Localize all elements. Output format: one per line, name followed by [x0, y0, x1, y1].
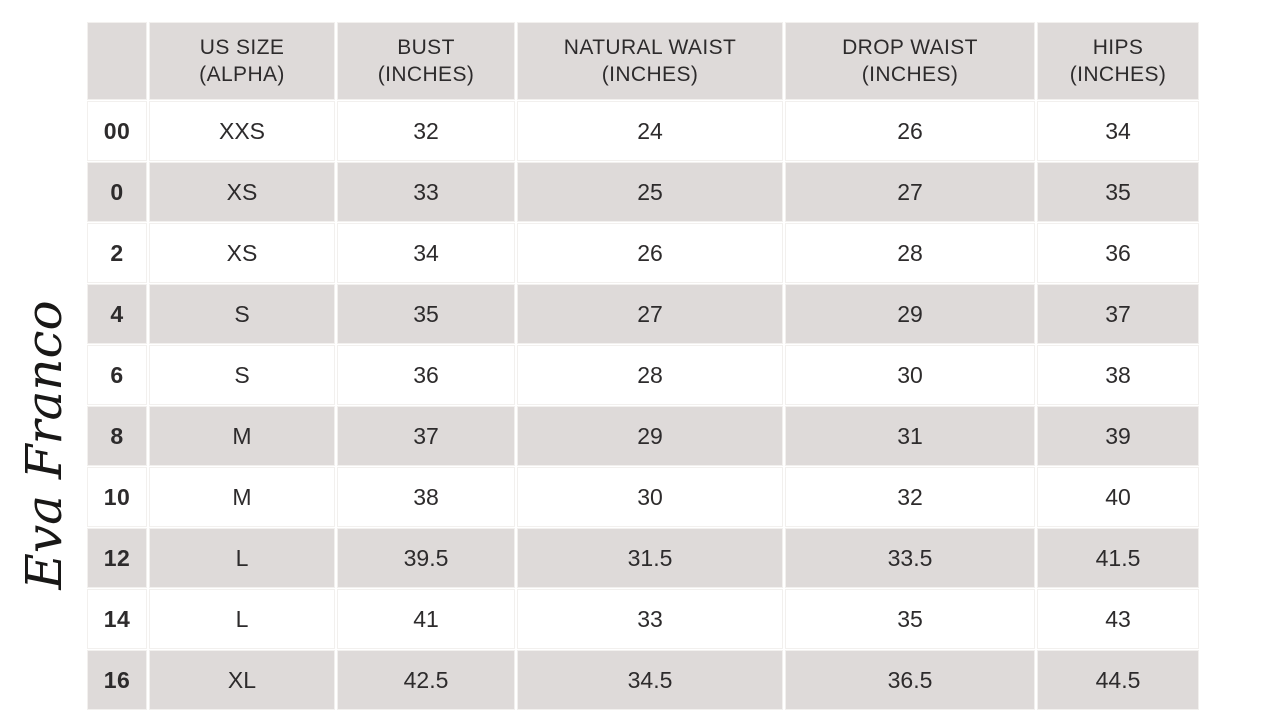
- table-cell: 32: [786, 468, 1034, 526]
- table-cell: 41.5: [1038, 529, 1198, 587]
- table-cell: 33: [338, 163, 514, 221]
- table-cell: 30: [518, 468, 782, 526]
- table-cell: 28: [518, 346, 782, 404]
- row-size-label: 10: [88, 468, 146, 526]
- table-cell: 32: [338, 102, 514, 160]
- row-size-label: 6: [88, 346, 146, 404]
- header-cell-alpha-size: US SIZE (ALPHA): [150, 23, 334, 99]
- table-row: 00 XXS 32 24 26 34: [88, 102, 1198, 160]
- table-cell: 26: [518, 224, 782, 282]
- table-cell: 40: [1038, 468, 1198, 526]
- table-cell: 24: [518, 102, 782, 160]
- table-cell: 35: [338, 285, 514, 343]
- table-cell: 27: [518, 285, 782, 343]
- table-cell: L: [150, 590, 334, 648]
- header-cell-numeric-size: [88, 23, 146, 99]
- table-cell: 29: [786, 285, 1034, 343]
- table-row: 16 XL 42.5 34.5 36.5 44.5: [88, 651, 1198, 709]
- table-cell: 34.5: [518, 651, 782, 709]
- table-cell: 41: [338, 590, 514, 648]
- table-cell: S: [150, 346, 334, 404]
- table-cell: 25: [518, 163, 782, 221]
- table-row: 4 S 35 27 29 37: [88, 285, 1198, 343]
- size-table-body: 00 XXS 32 24 26 34 0 XS 33 25 27 35 2 XS 34 26 28 36 4 S 35 2…: [88, 102, 1198, 709]
- brand-logo: Eva Franco: [15, 300, 73, 590]
- table-cell: 33: [518, 590, 782, 648]
- table-row: 0 XS 33 25 27 35: [88, 163, 1198, 221]
- row-size-label: 2: [88, 224, 146, 282]
- table-cell: 31: [786, 407, 1034, 465]
- table-row: 10 M 38 30 32 40: [88, 468, 1198, 526]
- table-cell: 34: [338, 224, 514, 282]
- header-cell-drop-waist: DROP WAIST (INCHES): [786, 23, 1034, 99]
- table-cell: M: [150, 407, 334, 465]
- table-cell: 30: [786, 346, 1034, 404]
- table-header: US SIZE (ALPHA) BUST (INCHES) NATURAL WA…: [88, 23, 1198, 99]
- table-cell: 39: [1038, 407, 1198, 465]
- table-cell: 35: [786, 590, 1034, 648]
- table-cell: 26: [786, 102, 1034, 160]
- row-size-label: 8: [88, 407, 146, 465]
- table-cell: 28: [786, 224, 1034, 282]
- row-size-label: 14: [88, 590, 146, 648]
- table-cell: 36: [338, 346, 514, 404]
- size-chart-table: US SIZE (ALPHA) BUST (INCHES) NATURAL WA…: [84, 20, 1202, 712]
- table-cell: XS: [150, 224, 334, 282]
- table-cell: 44.5: [1038, 651, 1198, 709]
- table-cell: 38: [1038, 346, 1198, 404]
- table-row: 2 XS 34 26 28 36: [88, 224, 1198, 282]
- table-cell: L: [150, 529, 334, 587]
- table-cell: XL: [150, 651, 334, 709]
- table-cell: XS: [150, 163, 334, 221]
- table-row: 8 M 37 29 31 39: [88, 407, 1198, 465]
- table-cell: XXS: [150, 102, 334, 160]
- table-cell: 42.5: [338, 651, 514, 709]
- table-cell: 36: [1038, 224, 1198, 282]
- table-cell: 33.5: [786, 529, 1034, 587]
- table-cell: 39.5: [338, 529, 514, 587]
- table-cell: 31.5: [518, 529, 782, 587]
- table-cell: 35: [1038, 163, 1198, 221]
- table-cell: S: [150, 285, 334, 343]
- table-row: 14 L 41 33 35 43: [88, 590, 1198, 648]
- header-cell-natural-waist: NATURAL WAIST (INCHES): [518, 23, 782, 99]
- table-cell: M: [150, 468, 334, 526]
- table-cell: 36.5: [786, 651, 1034, 709]
- row-size-label: 4: [88, 285, 146, 343]
- table-cell: 34: [1038, 102, 1198, 160]
- row-size-label: 12: [88, 529, 146, 587]
- table-row: 12 L 39.5 31.5 33.5 41.5: [88, 529, 1198, 587]
- table-cell: 37: [338, 407, 514, 465]
- header-cell-hips: HIPS (INCHES): [1038, 23, 1198, 99]
- table-cell: 38: [338, 468, 514, 526]
- header-row: US SIZE (ALPHA) BUST (INCHES) NATURAL WA…: [88, 23, 1198, 99]
- row-size-label: 0: [88, 163, 146, 221]
- table-row: 6 S 36 28 30 38: [88, 346, 1198, 404]
- table-cell: 29: [518, 407, 782, 465]
- table-cell: 37: [1038, 285, 1198, 343]
- row-size-label: 16: [88, 651, 146, 709]
- header-cell-bust: BUST (INCHES): [338, 23, 514, 99]
- table-cell: 43: [1038, 590, 1198, 648]
- row-size-label: 00: [88, 102, 146, 160]
- table-cell: 27: [786, 163, 1034, 221]
